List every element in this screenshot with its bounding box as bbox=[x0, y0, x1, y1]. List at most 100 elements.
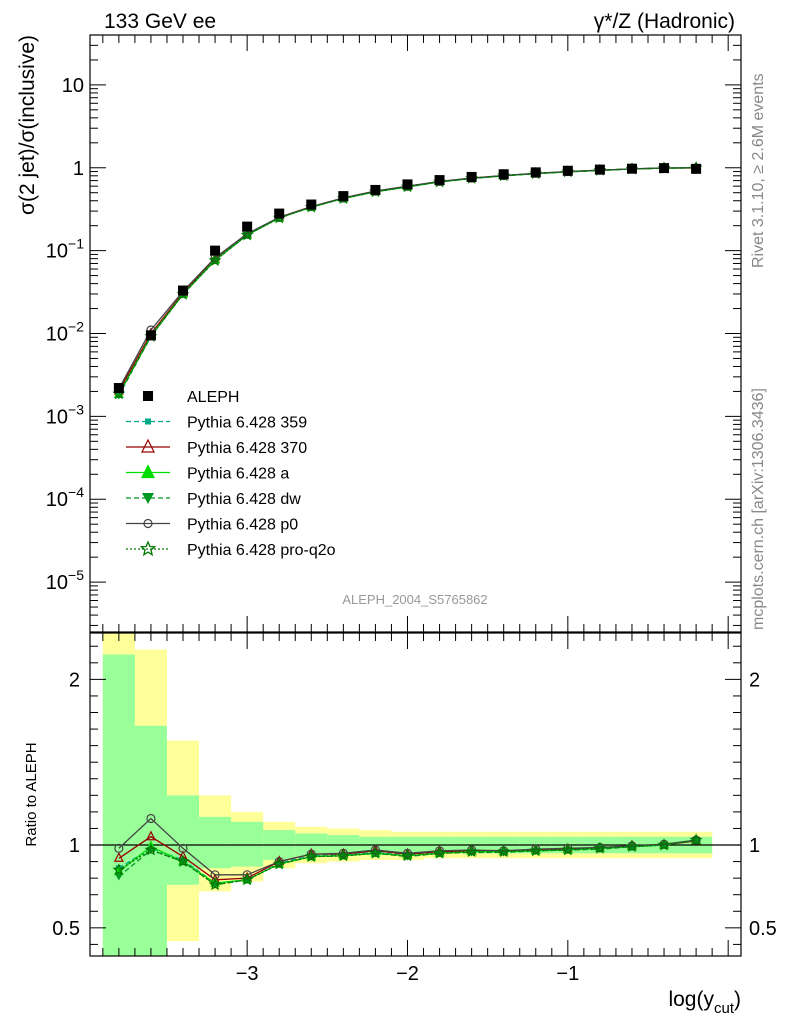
ratio-point-5-2 bbox=[176, 854, 190, 867]
source-label: mcplots.cern.ch [arXiv:1306.3436] bbox=[750, 388, 767, 630]
ratio-point-4-4 bbox=[242, 870, 252, 880]
y-tick-label-0: 10−5 bbox=[46, 567, 84, 594]
ratio-ylabel: Ratio to ALEPH bbox=[23, 742, 40, 846]
legend-marker-0 bbox=[143, 391, 153, 401]
ratio-point-5-10 bbox=[433, 846, 446, 859]
data-point-7 bbox=[338, 191, 349, 202]
mc-curve-5 bbox=[118, 167, 697, 395]
ratio-point-4-0 bbox=[114, 843, 124, 853]
ratio-curve-5 bbox=[118, 839, 697, 886]
ratio-point-3-0 bbox=[114, 873, 123, 881]
x-tick-label-1: −2 bbox=[396, 963, 419, 985]
legend-marker-2 bbox=[141, 438, 155, 453]
data-point-8 bbox=[370, 184, 381, 195]
ratio-point-5-12 bbox=[497, 844, 511, 858]
legend-label-6: Pythia 6.428 pro-q2o bbox=[187, 542, 336, 559]
mc-curve-0 bbox=[118, 167, 697, 394]
ratio-point-5-5 bbox=[272, 857, 286, 870]
x-tick-label-2: −1 bbox=[556, 963, 579, 985]
ratio-point-5-0 bbox=[112, 863, 126, 876]
ratio-point-4-2 bbox=[178, 843, 188, 853]
ratio-y-tick-label-left-1: 1 bbox=[69, 835, 80, 857]
main-ylabel: σ(2 jet)/σ(inclusive) bbox=[16, 35, 39, 215]
data-point-14 bbox=[562, 165, 573, 176]
ratio-point-5-4 bbox=[240, 873, 254, 886]
ratio-point-5-1 bbox=[144, 843, 158, 856]
data-point-4 bbox=[242, 221, 253, 232]
legend-marker-1 bbox=[145, 418, 151, 425]
legend-label-0: ALEPH bbox=[187, 389, 239, 406]
data-point-0 bbox=[113, 382, 124, 393]
data-point-15 bbox=[594, 164, 605, 175]
band-inner-0 bbox=[102, 654, 135, 956]
legend-label-1: Pythia 6.428 359 bbox=[187, 415, 307, 432]
ratio-y-tick-label-right-1: 1 bbox=[749, 835, 760, 857]
mc-curve-2 bbox=[118, 167, 697, 395]
data-point-1 bbox=[145, 330, 156, 341]
legend-marker-3 bbox=[141, 464, 155, 479]
ratio-point-5-17 bbox=[657, 838, 671, 851]
ratio-point-5-18 bbox=[689, 833, 703, 846]
data-point-6 bbox=[306, 199, 317, 210]
mc-curve-4 bbox=[118, 167, 697, 390]
ratio-point-5-9 bbox=[401, 849, 414, 862]
data-point-2 bbox=[178, 285, 188, 296]
ratio-point-4-1 bbox=[146, 813, 156, 824]
ratio-y-tick-label-left-0: 0.5 bbox=[52, 918, 80, 940]
right-title: γ*/Z (Hadronic) bbox=[594, 10, 735, 33]
band-inner-2 bbox=[166, 795, 200, 885]
ratio-panel: −3 −2 −1 log(ycut) 0.5 0.5 1 1 2 2 Ratio to ALEPH bbox=[23, 632, 777, 1017]
data-point-12 bbox=[498, 169, 509, 180]
x-axis-label: log(ycut) bbox=[668, 988, 741, 1017]
rivet-label: Rivet 3.1.10, ≥ 2.6M events bbox=[750, 73, 767, 268]
legend-label-4: Pythia 6.428 dw bbox=[187, 491, 301, 508]
analysis-tag: ALEPH_2004_S5765862 bbox=[342, 592, 487, 607]
ratio-frame bbox=[89, 632, 742, 957]
ratio-point-5-14 bbox=[561, 843, 575, 856]
data-point-18 bbox=[691, 163, 702, 174]
data-point-13 bbox=[530, 167, 541, 178]
ratio-point-5-8 bbox=[369, 846, 382, 859]
legend-marker-4 bbox=[142, 493, 154, 504]
ratio-y-tick-label-left-2: 2 bbox=[69, 669, 80, 691]
y-tick-label-5: 1 bbox=[73, 158, 84, 180]
ratio-point-5-16 bbox=[625, 840, 639, 853]
legend-label-3: Pythia 6.428 a bbox=[187, 466, 289, 483]
data-point-11 bbox=[466, 171, 477, 182]
ratio-y-tick-label-right-2: 2 bbox=[749, 669, 760, 691]
y-tick-label-2: 10−3 bbox=[46, 401, 84, 428]
ratio-point-5-11 bbox=[465, 844, 479, 858]
mc-point-5-4 bbox=[240, 228, 254, 241]
ratio-point-5-6 bbox=[304, 849, 318, 863]
data-point-17 bbox=[659, 163, 670, 174]
ratio-point-1-1 bbox=[145, 830, 156, 841]
mc-curve-1 bbox=[118, 167, 697, 392]
data-point-16 bbox=[626, 163, 637, 174]
ratio-curve-4 bbox=[118, 817, 697, 876]
data-point-5 bbox=[274, 208, 285, 219]
x-tick-label-0: −3 bbox=[236, 963, 259, 985]
y-tick-label-4: 10−1 bbox=[46, 236, 84, 263]
band-inner-3 bbox=[199, 816, 232, 869]
data-point-10 bbox=[434, 175, 445, 186]
band-inner-4 bbox=[231, 821, 264, 867]
ratio-point-5-15 bbox=[593, 841, 607, 854]
y-tick-label-6: 10 bbox=[62, 75, 84, 97]
left-title: 133 GeV ee bbox=[104, 10, 216, 33]
y-tick-label-1: 10−4 bbox=[46, 484, 84, 511]
data-point-9 bbox=[402, 179, 413, 190]
legend-marker-6 bbox=[139, 540, 157, 557]
ratio-point-3-11 bbox=[467, 849, 476, 857]
legend-label-2: Pythia 6.428 370 bbox=[187, 440, 307, 457]
data-point-3 bbox=[210, 245, 221, 256]
ratio-point-4-8 bbox=[370, 845, 381, 855]
ratio-point-5-7 bbox=[336, 849, 350, 862]
ratio-point-1-0 bbox=[113, 851, 124, 862]
ratio-point-5-13 bbox=[529, 844, 543, 857]
legend-marker-5 bbox=[143, 518, 153, 529]
ratio-y-tick-label-right-0: 0.5 bbox=[749, 918, 777, 940]
legend: ALEPH Pythia 6.428 359 Pythia 6.428 370 Pyt… bbox=[126, 389, 336, 559]
ratio-point-5-3 bbox=[208, 878, 222, 891]
y-tick-label-3: 10−2 bbox=[46, 319, 84, 346]
